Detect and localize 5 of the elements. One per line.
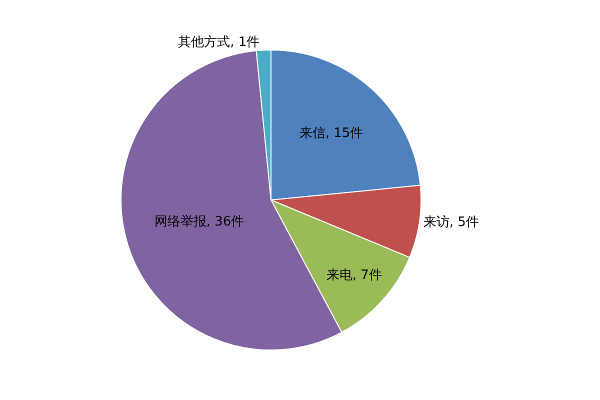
- slice-label: 其他方式, 1件: [178, 34, 260, 50]
- slice-label: 来访, 5件: [423, 214, 479, 230]
- slice-label: 网络举报, 36件: [154, 214, 244, 230]
- slice-label: 来电, 7件: [326, 268, 382, 283]
- slice-label: 来信, 15件: [299, 126, 364, 142]
